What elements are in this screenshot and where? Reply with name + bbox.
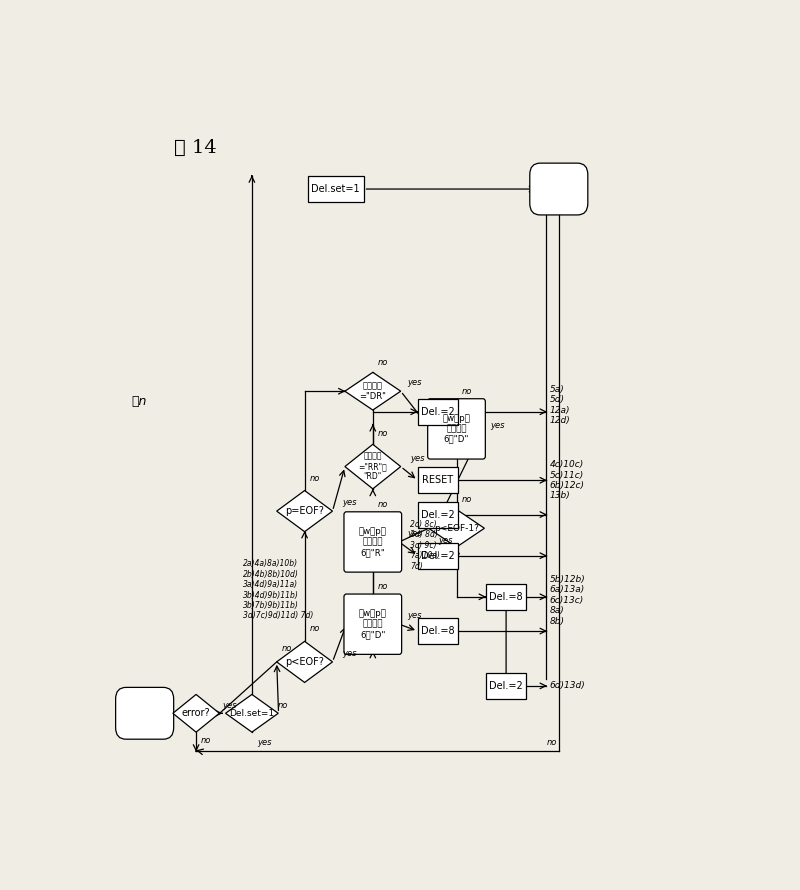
Text: Del.=2: Del.=2 <box>421 510 454 520</box>
Text: no: no <box>310 473 320 482</box>
Text: RESET: RESET <box>422 475 454 485</box>
Text: p<EOF?: p<EOF? <box>285 657 324 667</box>
Polygon shape <box>277 490 333 531</box>
Text: 由w到p间
发现连续
6位"D": 由w到p间 发现连续 6位"D" <box>359 610 386 639</box>
FancyBboxPatch shape <box>486 673 526 699</box>
Text: 图 14: 图 14 <box>174 139 217 157</box>
Text: 6d)13d): 6d)13d) <box>550 682 586 691</box>
Text: 最后一位
="RR"或
"RD": 最后一位 ="RR"或 "RD" <box>358 452 387 481</box>
Text: Del.=2: Del.=2 <box>421 407 454 417</box>
Text: no: no <box>378 582 388 591</box>
Text: Del.=2: Del.=2 <box>490 681 523 691</box>
Text: 最后一位
="DR": 最后一位 ="DR" <box>359 382 386 400</box>
Text: no: no <box>378 429 388 438</box>
Text: no: no <box>278 700 288 709</box>
FancyBboxPatch shape <box>418 618 458 644</box>
FancyBboxPatch shape <box>428 399 486 459</box>
Text: no: no <box>378 358 388 367</box>
Text: no: no <box>546 739 557 748</box>
Text: yes: yes <box>407 530 422 538</box>
Text: 由w到p间
发现连续
6位"R": 由w到p间 发现连续 6位"R" <box>359 527 386 557</box>
FancyBboxPatch shape <box>418 502 458 528</box>
Text: 图n: 图n <box>131 395 146 408</box>
Text: 5a)
5d)
12a)
12d): 5a) 5d) 12a) 12d) <box>550 384 570 425</box>
Text: yes: yes <box>257 738 271 747</box>
Text: Del.set=1: Del.set=1 <box>230 708 274 718</box>
Text: Del.=2: Del.=2 <box>421 551 454 561</box>
Text: 2c) 8c)
2d) 8d)
3c) 9c)
7a)10a)
7d): 2c) 8c) 2d) 8d) 3c) 9c) 7a)10a) 7d) <box>410 520 440 570</box>
Polygon shape <box>429 509 485 547</box>
Text: no: no <box>201 736 211 745</box>
Text: no: no <box>462 386 472 396</box>
Text: yes: yes <box>410 454 425 463</box>
Text: Del.=8: Del.=8 <box>421 626 454 636</box>
Text: yes: yes <box>407 611 422 620</box>
Text: Del.set=1: Del.set=1 <box>311 184 360 194</box>
Text: 4c)10c)
5c)11c)
6b)12c)
13b): 4c)10c) 5c)11c) 6b)12c) 13b) <box>550 460 585 500</box>
Text: no: no <box>310 625 320 634</box>
Text: no: no <box>462 495 472 504</box>
FancyBboxPatch shape <box>344 594 402 654</box>
Text: yes: yes <box>342 649 356 659</box>
FancyBboxPatch shape <box>418 467 458 493</box>
Text: no: no <box>378 500 388 509</box>
Polygon shape <box>345 444 401 489</box>
Polygon shape <box>226 694 278 732</box>
FancyBboxPatch shape <box>308 176 363 202</box>
Text: no: no <box>282 643 292 652</box>
Text: yes: yes <box>222 700 237 709</box>
Text: yes: yes <box>490 421 505 430</box>
Text: yes: yes <box>407 378 422 387</box>
Text: yes: yes <box>438 536 453 545</box>
Text: 由w到p间
发现连续
6位"D": 由w到p间 发现连续 6位"D" <box>442 414 470 444</box>
Polygon shape <box>277 642 333 683</box>
Polygon shape <box>173 694 219 732</box>
Text: p=EOF?: p=EOF? <box>285 506 324 516</box>
FancyBboxPatch shape <box>418 399 458 425</box>
FancyBboxPatch shape <box>418 543 458 569</box>
FancyBboxPatch shape <box>530 163 588 215</box>
Text: 5b)12b)
6a)13a)
6c)13c)
8a)
8b): 5b)12b) 6a)13a) 6c)13c) 8a) 8b) <box>550 575 586 626</box>
Text: error?: error? <box>182 708 210 718</box>
Text: yes: yes <box>342 498 356 507</box>
Text: Del.=8: Del.=8 <box>490 592 523 602</box>
FancyBboxPatch shape <box>344 512 402 572</box>
FancyBboxPatch shape <box>486 584 526 610</box>
Polygon shape <box>345 372 401 410</box>
Text: 2a)4a)8a)10b)
2b)4b)8b)10d)
3a)4d)9a)11a)
3b)4d)9b)11b)
3b)7b)9b)11b)
3d)7c)9d)1: 2a)4a)8a)10b) 2b)4b)8b)10d) 3a)4d)9a)11a… <box>242 560 313 620</box>
FancyBboxPatch shape <box>116 687 174 740</box>
Text: p<EOF-1?: p<EOF-1? <box>434 523 479 533</box>
